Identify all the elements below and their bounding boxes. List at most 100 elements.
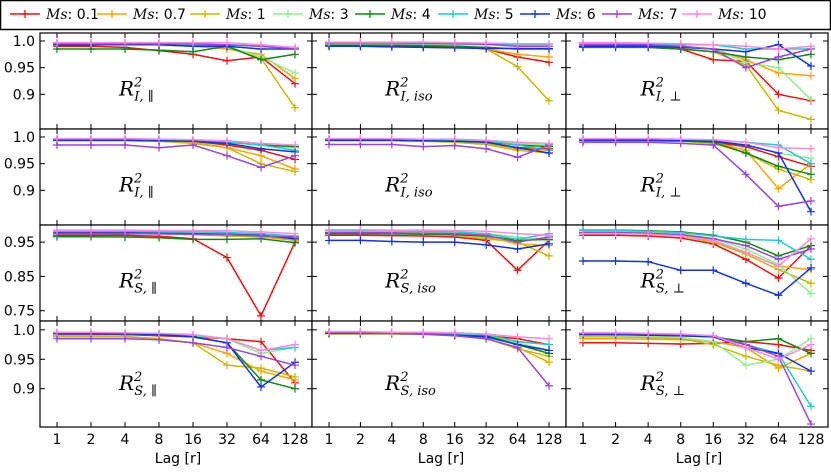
data-point-marker (807, 349, 815, 358)
data-point-marker (741, 279, 750, 288)
data-point-marker (223, 334, 231, 343)
x-axis-title: Lag [r] (418, 451, 464, 467)
data-point-marker (356, 38, 365, 47)
series-line (583, 231, 812, 261)
data-point-marker (53, 134, 61, 143)
series-line (583, 229, 812, 260)
panel-label-exp: 2 (655, 171, 664, 186)
data-point-marker (513, 266, 522, 275)
legend-entry-ms-10: Ms: 10 (682, 7, 767, 23)
y-tick-label: 0.95 (4, 61, 35, 77)
panel-0-2: R2 I, ⊥ (565, 32, 829, 130)
panel-label-exp: 2 (133, 75, 142, 90)
panel-label: R2 I, ⊥ (640, 75, 682, 104)
data-point-marker (356, 225, 365, 234)
data-point-marker (774, 334, 783, 343)
panel-label-sub: I, iso (400, 185, 433, 200)
panel-label: R2 I, iso (384, 171, 433, 200)
panel-0-1: R2 I, iso (311, 32, 567, 130)
data-point-marker (676, 266, 685, 275)
data-point-marker (291, 69, 299, 77)
x-tick-label: 1 (579, 432, 588, 448)
data-point-marker (807, 234, 815, 243)
legend-marker (284, 10, 292, 18)
data-point-marker (807, 159, 815, 168)
x-tick-label: 128 (282, 432, 309, 448)
data-point-marker (807, 402, 815, 411)
data-point-marker (291, 372, 299, 381)
x-tick-label: 4 (121, 432, 130, 448)
legend-ms-symbol: Ms (717, 7, 740, 23)
data-point-marker (774, 53, 783, 61)
panel-label-main: R (640, 76, 656, 100)
series-line (57, 45, 296, 61)
panel-label: R2 S, ⊥ (640, 267, 685, 296)
series-line (57, 144, 296, 169)
panel-label-exp: 2 (655, 267, 664, 282)
series-line (329, 41, 549, 45)
series-line (57, 235, 296, 244)
data-point-marker (257, 151, 265, 160)
x-tick-label: 64 (509, 432, 527, 448)
data-point-marker (257, 163, 265, 172)
data-point-marker (513, 332, 522, 341)
series-line (583, 234, 812, 280)
panel-label-sub: I, ∥ (133, 185, 153, 200)
data-point-marker (53, 328, 61, 337)
series-line-ms-10 (325, 38, 553, 48)
data-point-marker (676, 329, 685, 338)
series-line (57, 333, 296, 389)
legend-entry-ms-5: Ms: 5 (438, 7, 514, 23)
series-line (57, 139, 296, 153)
data-point-marker (223, 151, 231, 160)
legend-marker (449, 10, 457, 18)
data-point-marker (545, 231, 553, 240)
panel-label: R2 I, ∥ (118, 75, 154, 104)
legend-marker (531, 10, 539, 18)
series-line (583, 41, 812, 50)
data-point-marker (741, 42, 750, 51)
panel-3-1: R2 S, iso (311, 320, 567, 428)
data-point-marker (774, 45, 783, 53)
data-point-marker (774, 202, 783, 211)
x-tick-label: 1 (53, 432, 62, 448)
x-tick-label: 64 (770, 432, 788, 448)
data-point-marker (807, 115, 815, 124)
x-tick-label: 4 (387, 432, 396, 448)
legend-ms-value: : 7 (660, 7, 678, 23)
series-line (329, 332, 550, 387)
legend-entry-ms-0.7: Ms: 0.7 (97, 7, 186, 23)
ticks-layer: 1.0 0.95 0.9 1.0 0.95 0.9 0.95 0.85 0.75 1.0 0.95 0… (4, 34, 825, 448)
panel-label-main: R (384, 268, 400, 292)
data-point-marker (223, 56, 231, 65)
legend-marker (21, 10, 29, 18)
legend-marker (108, 10, 116, 18)
data-point-marker (450, 38, 459, 47)
data-point-marker (513, 229, 522, 238)
data-point-marker (807, 420, 815, 429)
data-point-marker (155, 135, 163, 144)
x-tick-label: 32 (218, 432, 236, 448)
series-line (57, 232, 296, 238)
data-point-marker (155, 143, 163, 152)
panel-label-main: R (118, 76, 134, 100)
data-point-marker (325, 38, 333, 47)
legend-label: Ms: 4 (390, 7, 431, 23)
data-point-marker (807, 144, 815, 153)
series-line (583, 340, 812, 352)
data-point-marker (121, 328, 129, 337)
data-point-marker (709, 40, 718, 49)
legend-ms-symbol: Ms (132, 7, 155, 23)
data-point-marker (741, 138, 750, 147)
data-point-marker (545, 334, 553, 343)
y-tick-label: 0.95 (4, 352, 35, 368)
panel-label-sub: S, ∥ (134, 384, 157, 399)
x-tick-label: 4 (644, 432, 653, 448)
data-point-marker (450, 238, 459, 247)
panel-label-sub: S, ∥ (134, 281, 157, 296)
legend-entry-ms-6: Ms: 6 (520, 7, 596, 23)
series-line (583, 139, 812, 213)
panel-1-0: R2 I, ∥ (39, 128, 313, 226)
data-point-marker (774, 106, 783, 115)
